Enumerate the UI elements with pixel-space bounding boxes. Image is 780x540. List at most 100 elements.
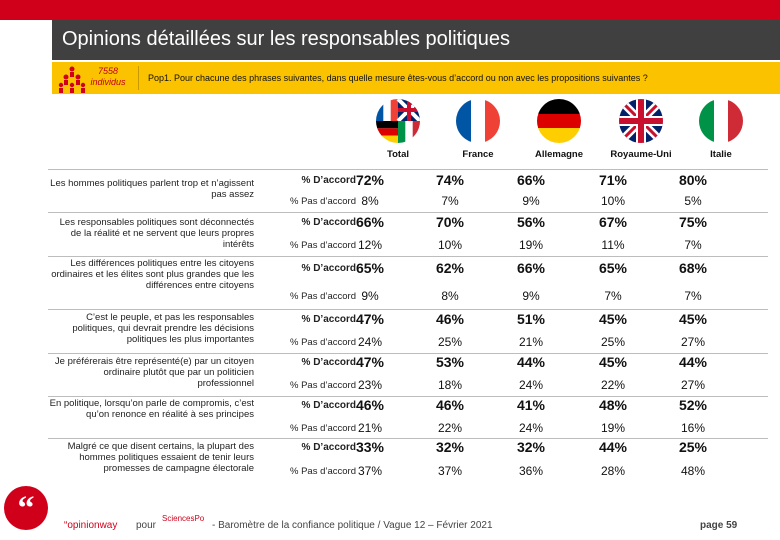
disagree-value: 19% — [600, 421, 626, 435]
disagree-value: 7% — [604, 289, 622, 303]
title-bar: Opinions détaillées sur les responsables… — [52, 20, 780, 60]
agree-value: 52% — [678, 397, 708, 413]
disagree-value: 21% — [518, 335, 544, 349]
disagree-value: 37% — [357, 464, 383, 478]
disagree-value: 11% — [601, 238, 625, 252]
agree-value: 53% — [435, 354, 465, 370]
agree-label: % D’accord — [301, 314, 356, 325]
disagree-value: 25% — [600, 335, 626, 349]
disagree-value: 48% — [680, 464, 706, 478]
disagree-value: 23% — [357, 378, 383, 392]
statement-text: Les hommes politiques parlent trop et n’… — [50, 178, 254, 200]
disagree-value: 8% — [361, 194, 379, 208]
total-flag-icon — [376, 99, 420, 143]
agree-value: 41% — [516, 397, 546, 413]
agree-value: 33% — [355, 439, 385, 455]
agree-value: 66% — [516, 260, 546, 276]
disagree-value: 28% — [600, 464, 626, 478]
agree-value: 68% — [678, 260, 708, 276]
disagree-value: 21% — [357, 421, 383, 435]
statement-text: C’est le peuple, et pas les responsables… — [72, 312, 254, 345]
table-divider — [48, 309, 768, 310]
disagree-value: 7% — [684, 238, 702, 252]
table-divider — [48, 169, 768, 170]
agree-value: 44% — [516, 354, 546, 370]
agree-value: 65% — [355, 260, 385, 276]
sample-size: 7558 individus — [88, 66, 128, 88]
agree-label: % D’accord — [301, 442, 356, 453]
table-divider — [48, 353, 768, 354]
agree-value: 65% — [598, 260, 628, 276]
agree-value: 25% — [678, 439, 708, 455]
agree-value: 67% — [598, 214, 628, 230]
disagree-value: 9% — [522, 289, 540, 303]
disagree-value: 22% — [437, 421, 463, 435]
agree-value: 72% — [355, 172, 385, 188]
agree-value: 56% — [516, 214, 546, 230]
disagree-value: 22% — [600, 378, 626, 392]
france-flag-icon — [456, 99, 500, 143]
agree-value: 75% — [678, 214, 708, 230]
page-number: page 59 — [700, 520, 738, 531]
uk-flag-icon — [619, 99, 663, 143]
statement-text: Malgré ce que disent certains, la plupar… — [67, 441, 254, 474]
disagree-value: 18% — [437, 378, 463, 392]
agree-value: 46% — [435, 311, 465, 327]
disagree-label: % Pas d’accord — [289, 337, 356, 348]
disagree-value: 7% — [441, 194, 459, 208]
disagree-value: 36% — [518, 464, 544, 478]
opinionway-quote-logo: “ — [4, 486, 48, 530]
disagree-label: % Pas d’accord — [289, 196, 356, 207]
disagree-label: % Pas d’accord — [289, 423, 356, 434]
agree-value: 45% — [598, 311, 628, 327]
disagree-value: 24% — [518, 421, 544, 435]
column-header-italie: Italie — [710, 149, 732, 160]
agree-value: 45% — [678, 311, 708, 327]
disagree-value: 12% — [357, 238, 383, 252]
agree-value: 47% — [355, 311, 385, 327]
disagree-value: 9% — [522, 194, 540, 208]
disagree-label: % Pas d’accord — [289, 380, 356, 391]
agree-label: % D’accord — [301, 217, 356, 228]
footer-pour: pour — [136, 520, 157, 531]
agree-value: 32% — [435, 439, 465, 455]
question-text: Pop1. Pour chacune des phrases suivantes… — [148, 73, 648, 83]
page-title: Opinions détaillées sur les responsables… — [62, 28, 511, 50]
agree-value: 66% — [355, 214, 385, 230]
agree-value: 47% — [355, 354, 385, 370]
disagree-value: 19% — [518, 238, 544, 252]
table-divider — [48, 212, 768, 213]
agree-label: % D’accord — [301, 263, 356, 274]
agree-value: 51% — [516, 311, 546, 327]
statement-text: Les différences politiques entre les cit… — [51, 258, 254, 291]
footer-brand: “opinionway — [64, 520, 118, 531]
sample-count: 7558 — [97, 66, 119, 76]
agree-value: 44% — [598, 439, 628, 455]
table-divider — [48, 256, 768, 257]
agree-value: 71% — [598, 172, 628, 188]
people-icon — [58, 66, 86, 93]
disagree-value: 27% — [680, 378, 706, 392]
table-divider — [48, 396, 768, 397]
question-bar — [52, 62, 780, 94]
disagree-value: 24% — [357, 335, 383, 349]
sciencespo-logo: SciencesPo — [162, 514, 205, 523]
disagree-value: 10% — [600, 194, 626, 208]
agree-value: 80% — [678, 172, 708, 188]
agree-value: 44% — [678, 354, 708, 370]
question-divider — [138, 66, 139, 90]
agree-label: % D’accord — [301, 400, 356, 411]
column-header-total: Total — [387, 149, 409, 160]
agree-value: 32% — [516, 439, 546, 455]
agree-value: 70% — [435, 214, 465, 230]
disagree-label: % Pas d’accord — [289, 291, 356, 302]
column-header-allemagne: Allemagne — [534, 149, 584, 160]
disagree-value: 25% — [437, 335, 463, 349]
column-header-royaume-uni: Royaume-Uni — [610, 149, 672, 160]
disagree-value: 10% — [437, 238, 463, 252]
column-header-france: France — [462, 149, 494, 160]
italy-flag-icon — [699, 99, 743, 143]
table-divider — [48, 438, 768, 439]
disagree-label: % Pas d’accord — [289, 466, 356, 477]
disagree-value: 7% — [684, 289, 702, 303]
